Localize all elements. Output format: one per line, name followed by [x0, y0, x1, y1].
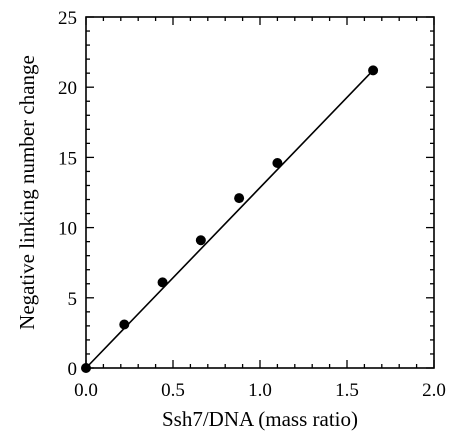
y-tick-label: 20	[58, 78, 77, 99]
x-tick-labels: 0.0 0.5 1.0 1.5 2.0	[74, 380, 446, 401]
y-axis-label: Negative linking number change	[15, 55, 39, 330]
data-point	[195, 235, 206, 246]
data-point	[119, 319, 130, 330]
y-tick-label: 25	[58, 8, 77, 29]
y-tick-label: 10	[58, 219, 77, 240]
x-tick-label: 0.5	[161, 380, 185, 401]
plot-frame	[85, 16, 435, 369]
y-tick-label: 0	[68, 359, 78, 380]
y-tick-label: 15	[58, 148, 77, 169]
data-point	[234, 193, 245, 204]
data-point	[81, 363, 91, 373]
x-tick-label: 1.0	[248, 380, 272, 401]
data-point	[272, 158, 283, 169]
x-tick-label: 1.5	[335, 380, 359, 401]
y-tick-label: 5	[68, 289, 78, 310]
data-point	[157, 277, 168, 288]
fit-line	[85, 69, 374, 369]
plot-border	[85, 16, 435, 369]
x-axis-label: Ssh7/DNA (mass ratio)	[162, 407, 358, 431]
data-point	[368, 65, 379, 76]
fit-line-group	[85, 69, 374, 369]
y-tick-labels: 0 5 10 15 20 25	[58, 8, 77, 380]
x-tick-label: 2.0	[422, 380, 446, 401]
axis-ticks	[85, 16, 435, 369]
data-points	[81, 65, 379, 373]
x-tick-label: 0.0	[74, 380, 98, 401]
